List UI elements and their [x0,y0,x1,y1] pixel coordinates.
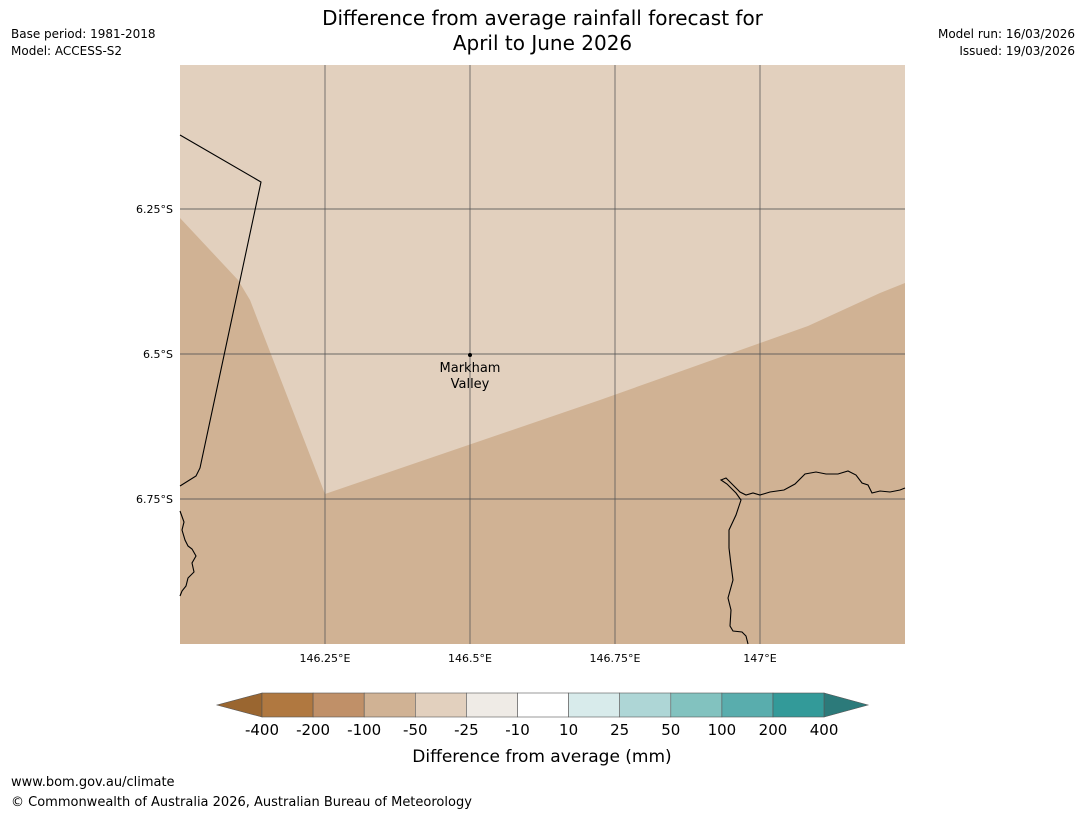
lat-tick-label: 6.5°S [143,348,173,361]
location-dot [468,353,472,357]
colorbar-tick-label: 50 [661,721,680,739]
place-label-line-2: Valley [451,377,490,392]
lat-tick-label: 6.25°S [136,203,173,216]
longitude-tick-labels: 146.25°E 146.5°E 146.75°E 147°E [300,652,777,665]
below-average-region [180,218,905,644]
district-boundary [179,134,262,487]
colorbar-title: Difference from average (mm) [412,747,671,767]
model-run-label: Model run: 16/03/2026 [937,27,1075,41]
colorbar-swatch [619,692,672,718]
coastline-west [179,510,197,597]
issued-label: Issued: 19/03/2026 [959,44,1075,58]
lon-tick-label: 146.25°E [300,652,351,665]
base-period-label: Base period: 1981-2018 [11,27,156,41]
run-info: Model run: 16/03/2026 Issued: 19/03/2026 [938,26,1075,60]
model-label: Model: ACCESS-S2 [11,44,123,58]
place-label-line-1: Markham [440,361,501,376]
colorbar: -400 -200 -100 -50 -25 -10 10 25 50 100 200 400 [215,692,870,739]
map-title: Difference from average rainfall forecas… [0,6,1085,56]
colorbar-tick-label: -25 [454,721,479,739]
model-info: Base period: 1981-2018 Model: ACCESS-S2 [11,26,156,60]
colorbar-swatch [312,692,365,718]
colorbar-tick-label: -200 [296,721,330,739]
footer-copyright: © Commonwealth of Australia 2026, Austra… [11,795,472,810]
colorbar-swatch [363,692,416,718]
lon-tick-label: 146.5°E [448,652,492,665]
colorbar-swatch [261,692,314,718]
lat-tick-label: 6.75°S [136,493,173,506]
colorbar-tick-label: 400 [810,721,839,739]
coastline-east [719,470,906,645]
colorbar-tick-label: -100 [347,721,381,739]
colorbar-swatch [414,692,467,718]
colorbar-swatch [466,692,518,718]
colorbar-swatch [568,692,620,718]
colorbar-tick-label: -400 [245,721,279,739]
colorbar-swatch [772,692,825,718]
colorbar-extend-low [215,692,263,718]
colorbar-tick-label: 100 [708,721,737,739]
title-line-2: April to June 2026 [452,31,633,55]
title-line-1: Difference from average rainfall forecas… [322,6,763,30]
colorbar-tick-label: 10 [559,721,578,739]
colorbar-swatch [721,692,774,718]
coastlines [179,134,906,645]
colorbar-swatch [670,692,723,718]
latitude-tick-labels: 6.25°S 6.5°S 6.75°S [136,203,173,506]
colorbar-extend-high [823,692,870,718]
colorbar-swatch [517,692,569,718]
colorbar-tick-label: -50 [403,721,428,739]
lon-tick-label: 146.75°E [590,652,641,665]
colorbar-tick-label: 25 [610,721,629,739]
colorbar-tick-label: -10 [505,721,530,739]
colorbar-tick-label: 200 [759,721,788,739]
lon-tick-label: 147°E [743,652,776,665]
footer-url: www.bom.gov.au/climate [11,775,175,790]
